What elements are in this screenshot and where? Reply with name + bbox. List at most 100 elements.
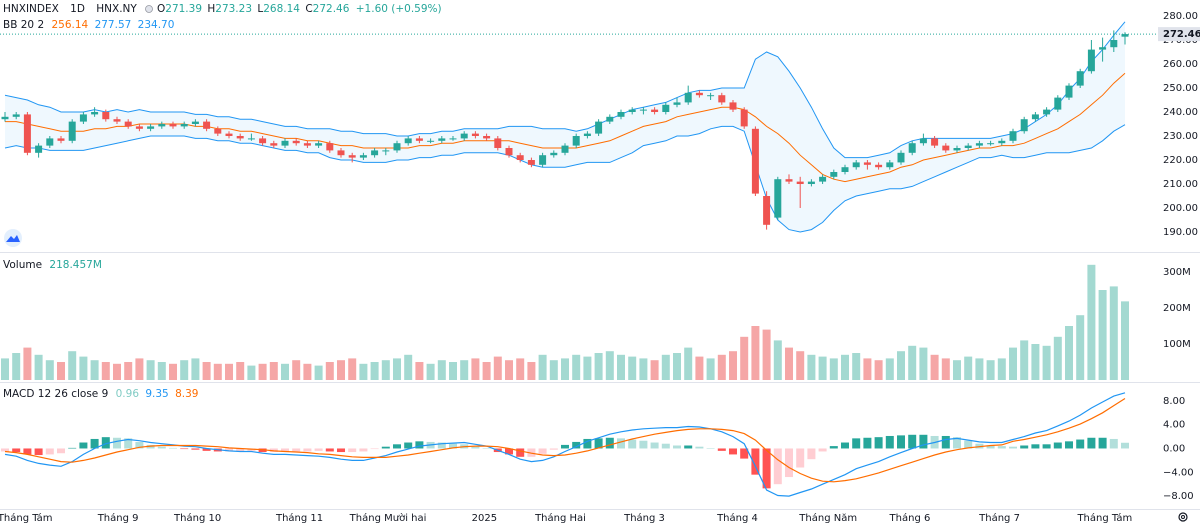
candle-body	[595, 121, 603, 134]
candle-body	[494, 138, 502, 149]
macd-histogram-bar	[1121, 442, 1129, 449]
x-tick-label: Tháng Năm	[798, 512, 857, 524]
volume-name: Volume	[3, 259, 42, 271]
candle-body	[830, 172, 838, 177]
volume-bar	[1087, 264, 1096, 380]
volume-bar	[818, 356, 827, 380]
candle-body	[1009, 131, 1017, 141]
macd-histogram-bar	[1042, 444, 1051, 449]
candle-body	[393, 143, 401, 151]
candle-body	[415, 138, 423, 141]
macd-histogram-bar	[325, 448, 334, 452]
y-tick-label: 8.00	[1163, 396, 1185, 407]
y-tick-label: −8.00	[1163, 491, 1194, 502]
x-tick-label: Tháng 4	[716, 512, 758, 524]
volume-bar	[874, 360, 883, 380]
macd-histogram-bar	[964, 440, 973, 449]
candle-body	[259, 138, 267, 144]
macd-histogram-bar	[516, 448, 525, 457]
macd-name: MACD 12 26 close 9	[3, 388, 108, 400]
macd-histogram-bar	[1020, 445, 1029, 449]
candle-body	[561, 145, 569, 153]
candle-body	[449, 138, 457, 140]
bb-upper-value: 277.57	[95, 19, 132, 31]
candle-body	[303, 143, 311, 146]
macd-histogram-bar	[101, 437, 110, 449]
volume-bar	[135, 358, 144, 380]
candle-body	[147, 126, 155, 129]
volume-bar	[953, 360, 961, 380]
macd-histogram-bar	[225, 448, 233, 452]
macd-histogram-bar	[1098, 437, 1107, 449]
macd-histogram-bar	[1, 448, 9, 452]
candle-body	[774, 179, 782, 218]
macd-histogram-bar	[269, 448, 278, 453]
volume-bar	[628, 356, 637, 380]
candle-body	[942, 145, 950, 151]
candle-body	[1087, 49, 1095, 72]
y-tick-label: 230.00	[1163, 131, 1198, 142]
macd-histogram-bar	[471, 446, 480, 449]
volume-legend: Volume 218.457M	[3, 259, 102, 271]
candle-body	[483, 136, 491, 139]
settings-button[interactable]	[1178, 512, 1188, 522]
candle-body	[785, 179, 793, 182]
macd-hist-value: 0.96	[116, 388, 140, 400]
macd-histogram-bar	[953, 437, 961, 449]
volume-bar	[785, 347, 793, 380]
volume-bar	[1053, 336, 1062, 380]
volume-bar	[650, 360, 659, 380]
volume-bar	[348, 358, 357, 380]
volume-bar	[975, 358, 984, 380]
macd-histogram-bar	[762, 448, 771, 489]
candle-body	[539, 155, 547, 165]
candle-body	[169, 124, 177, 127]
candle-body	[326, 143, 334, 151]
macd-histogram-bar	[706, 448, 715, 449]
candle-body	[404, 138, 412, 144]
macd-histogram-bar	[169, 447, 177, 449]
y-tick-label: 0.00	[1163, 443, 1185, 454]
candle-body	[315, 143, 323, 146]
candle-body	[79, 114, 87, 122]
volume-bar	[415, 362, 424, 380]
candle-body	[695, 92, 703, 96]
macd-histogram-bar	[12, 448, 21, 453]
x-tick-label: Tháng Mười hai	[349, 512, 427, 524]
macd-histogram-bar	[437, 442, 446, 449]
volume-bar	[605, 351, 614, 380]
volume-bar	[393, 358, 401, 380]
volume-bar	[113, 363, 121, 380]
macd-histogram-bar	[337, 448, 345, 453]
tradingview-logo[interactable]	[4, 229, 22, 247]
volume-bar	[292, 360, 301, 380]
volume-bar	[773, 340, 782, 380]
candle-body	[707, 95, 715, 97]
volume-bar	[101, 362, 110, 380]
candle-body	[292, 140, 300, 144]
candle-body	[191, 121, 199, 125]
volume-bar	[897, 351, 905, 380]
x-tick-label: Tháng 9	[97, 512, 139, 524]
macd-histogram-bar	[796, 448, 805, 468]
macd-line	[4, 392, 1126, 497]
macd-histogram-bar	[34, 448, 43, 456]
volume-bar	[1065, 326, 1073, 380]
volume-bar	[471, 358, 480, 380]
macd-histogram-bar	[1087, 437, 1096, 449]
candle-body	[460, 133, 468, 139]
macd-histogram-bar	[135, 441, 144, 449]
volume-bar	[213, 363, 222, 380]
macd-histogram-bar	[997, 446, 1006, 449]
macd-histogram-bar	[874, 437, 883, 449]
volume-bar	[751, 326, 760, 380]
candle-body	[729, 102, 737, 110]
macd-histogram-bar	[549, 448, 558, 450]
macd-line-value: 9.35	[145, 388, 168, 400]
volume-bar	[169, 363, 177, 380]
volume-bar	[314, 365, 323, 380]
candle-body	[718, 95, 726, 103]
volume-bar	[124, 362, 133, 380]
volume-bar	[919, 347, 928, 380]
